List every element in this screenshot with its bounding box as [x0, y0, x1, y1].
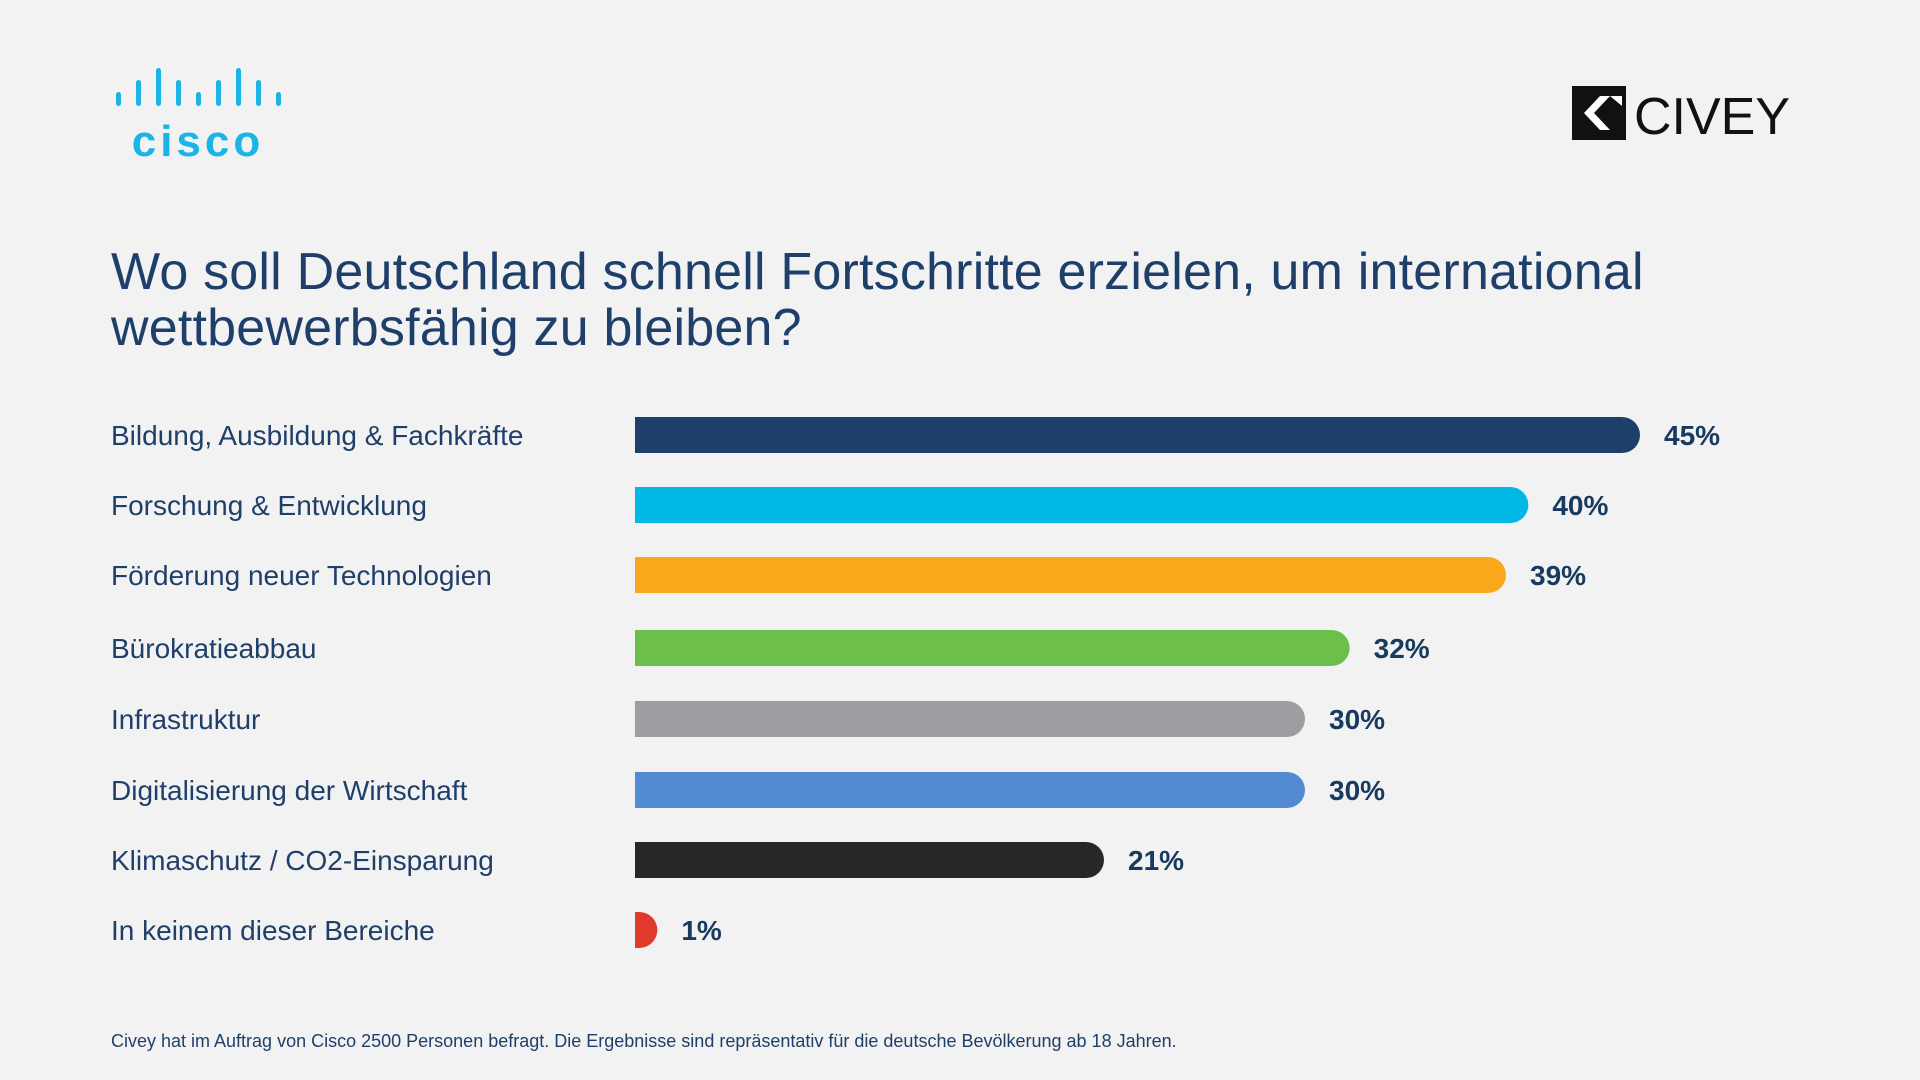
category-label: In keinem dieser Bereiche — [111, 915, 435, 946]
bar — [635, 487, 1529, 523]
bar — [635, 557, 1506, 593]
category-label: Klimaschutz / CO2-Einsparung — [111, 845, 494, 876]
cisco-wordmark: cisco — [132, 117, 265, 166]
value-label: 45% — [1664, 420, 1720, 451]
bar — [635, 772, 1305, 808]
category-label: Förderung neuer Technologien — [111, 560, 492, 591]
bar — [635, 912, 658, 948]
category-label: Bildung, Ausbildung & Fachkräfte — [111, 420, 523, 451]
category-label: Forschung & Entwicklung — [111, 490, 427, 521]
value-label: 40% — [1552, 490, 1608, 521]
value-label: 32% — [1374, 633, 1430, 664]
cisco-bars-icon — [116, 68, 281, 106]
value-label: 39% — [1530, 560, 1586, 591]
category-label: Infrastruktur — [111, 704, 260, 735]
category-label: Digitalisierung der Wirtschaft — [111, 775, 468, 806]
civey-wordmark: CIVEY — [1634, 88, 1790, 144]
chart-title: Wo soll Deutschland schnell Fortschritte… — [111, 243, 1644, 357]
bar — [635, 630, 1350, 666]
civey-logo: CIVEY — [1572, 86, 1790, 144]
civey-mark-icon — [1572, 86, 1626, 140]
bar — [635, 842, 1104, 878]
bar — [635, 701, 1305, 737]
value-label: 21% — [1128, 845, 1184, 876]
cisco-logo: cisco — [116, 68, 281, 166]
footnote: Civey hat im Auftrag von Cisco 2500 Pers… — [111, 1031, 1177, 1051]
value-label: 30% — [1329, 775, 1385, 806]
category-label: Bürokratieabbau — [111, 633, 316, 664]
bar — [635, 417, 1640, 453]
value-label: 30% — [1329, 704, 1385, 735]
value-label: 1% — [681, 915, 722, 946]
